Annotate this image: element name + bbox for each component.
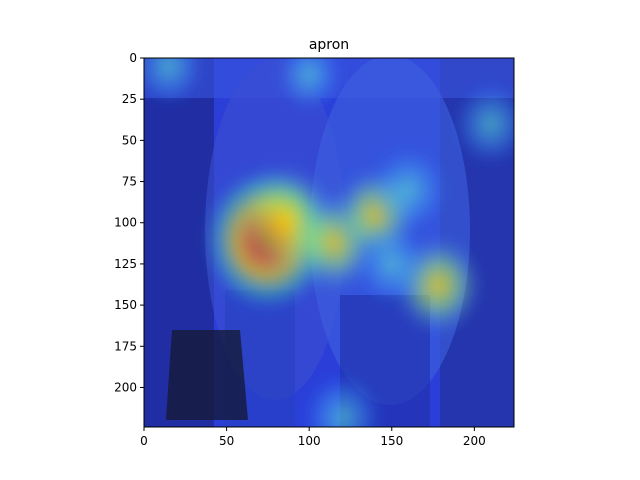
y-tick-label: 75 (122, 175, 137, 189)
y-tick-label: 50 (122, 133, 137, 147)
x-tick-label: 200 (463, 434, 486, 448)
y-tick-label: 150 (114, 298, 137, 312)
activation-hotspot (452, 82, 514, 166)
y-tick-label: 175 (114, 339, 137, 353)
x-tick-label: 0 (140, 434, 148, 448)
x-axis: 0 50 100 150 200 (140, 427, 486, 448)
handbag (166, 330, 248, 420)
heatmap-image (144, 58, 514, 427)
activation-hotspot (301, 372, 383, 427)
activation-hotspot (353, 222, 430, 306)
activation-layer (144, 58, 514, 427)
y-tick-label: 25 (122, 92, 137, 106)
x-tick-label: 100 (298, 434, 321, 448)
y-tick-label: 100 (114, 216, 137, 230)
y-axis: 0 25 50 75 100 125 150 175 200 (114, 51, 144, 394)
x-tick-label: 50 (219, 434, 234, 448)
activation-hotspot (368, 145, 449, 235)
y-tick-label: 0 (129, 51, 137, 65)
activation-hotspot (144, 58, 205, 106)
chart-title: apron (309, 37, 349, 53)
x-tick-label: 150 (380, 434, 403, 448)
y-tick-label: 200 (114, 380, 137, 394)
activation-hotspot (275, 58, 343, 112)
y-tick-label: 125 (114, 257, 137, 271)
axes-frame (143, 57, 515, 428)
